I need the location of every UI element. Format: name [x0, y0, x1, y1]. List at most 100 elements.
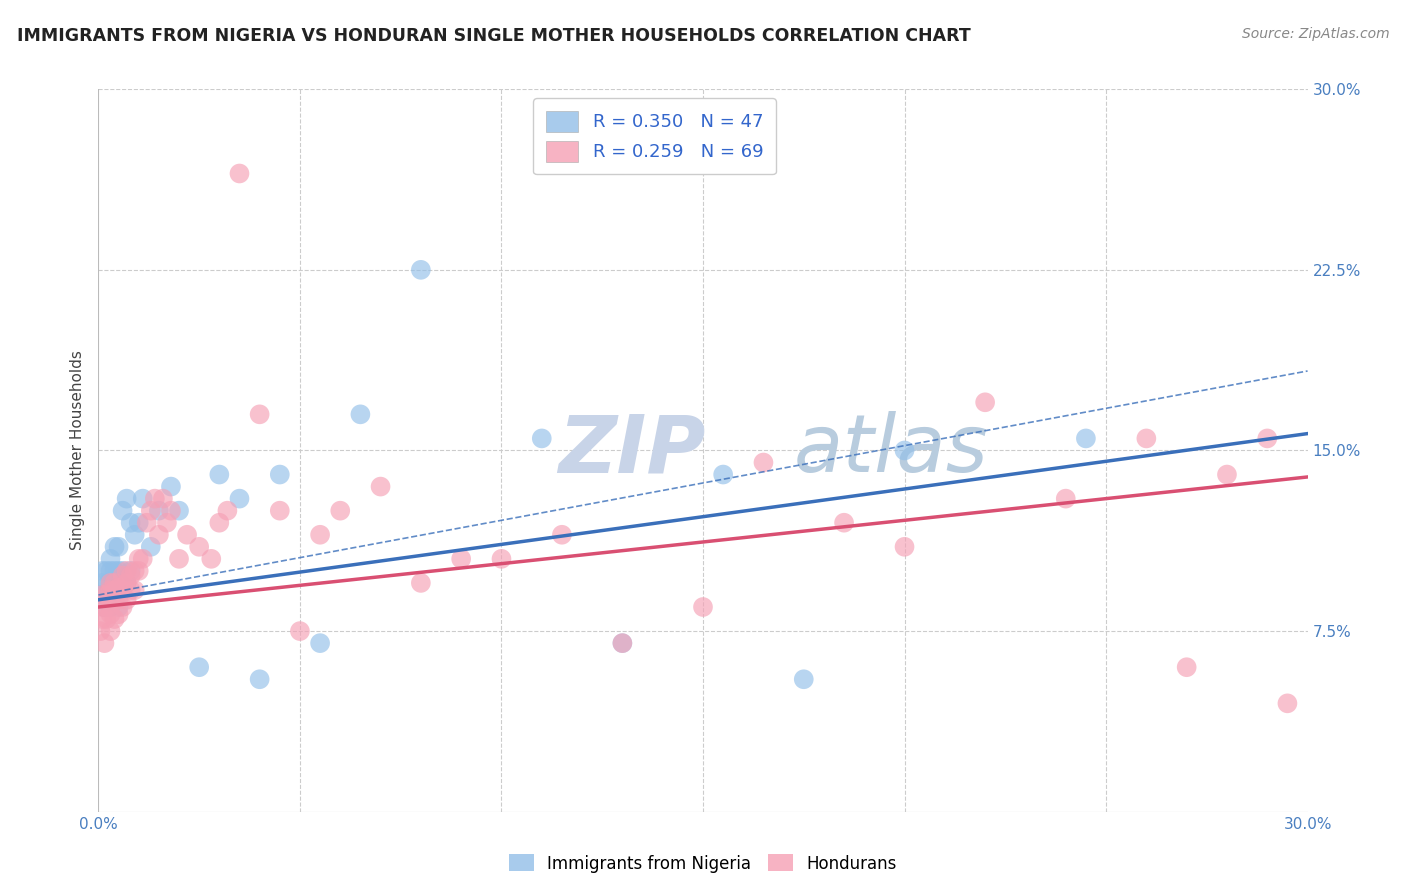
Point — [93, 599, 115, 614]
Point — [107, 581, 129, 595]
Text: ZIP: ZIP — [558, 411, 706, 490]
Point — [409, 576, 432, 591]
Point — [329, 503, 352, 517]
Point — [96, 588, 118, 602]
Text: Source: ZipAtlas.com: Source: ZipAtlas.com — [1241, 27, 1389, 41]
Point — [91, 599, 114, 614]
Point — [128, 551, 150, 566]
Point — [107, 540, 129, 554]
Point — [111, 568, 134, 582]
Point — [100, 564, 122, 578]
Point — [103, 612, 125, 626]
Point — [128, 516, 150, 530]
Point — [120, 583, 142, 598]
Point — [100, 551, 122, 566]
Point — [100, 624, 122, 639]
Point — [1256, 431, 1278, 445]
Point — [107, 576, 129, 591]
Text: IMMIGRANTS FROM NIGERIA VS HONDURAN SINGLE MOTHER HOUSEHOLDS CORRELATION CHART: IMMIGRANTS FROM NIGERIA VS HONDURAN SING… — [17, 27, 970, 45]
Point — [132, 491, 155, 506]
Point — [208, 467, 231, 482]
Point — [228, 491, 250, 506]
Point — [1135, 431, 1157, 445]
Point — [103, 564, 125, 578]
Point — [1175, 660, 1198, 674]
Point — [832, 516, 855, 530]
Point — [612, 636, 634, 650]
Point — [409, 262, 432, 277]
Point — [612, 636, 634, 650]
Point — [711, 467, 734, 482]
Point — [103, 540, 125, 554]
Point — [974, 395, 997, 409]
Point — [1216, 467, 1239, 482]
Point — [148, 503, 170, 517]
Point — [103, 576, 125, 591]
Point — [115, 564, 138, 578]
Point — [288, 624, 311, 639]
Point — [752, 455, 775, 469]
Point — [200, 551, 222, 566]
Point — [217, 503, 239, 517]
Point — [89, 624, 111, 639]
Point — [96, 612, 118, 626]
Point — [152, 491, 174, 506]
Point — [309, 636, 332, 650]
Point — [893, 540, 915, 554]
Point — [188, 660, 211, 674]
Point — [89, 588, 111, 602]
Point — [107, 599, 129, 614]
Point — [91, 564, 114, 578]
Point — [228, 166, 250, 180]
Point — [96, 564, 118, 578]
Point — [96, 588, 118, 602]
Point — [208, 516, 231, 530]
Point — [91, 576, 114, 591]
Point — [115, 576, 138, 591]
Point — [111, 503, 134, 517]
Point — [115, 491, 138, 506]
Point — [120, 564, 142, 578]
Point — [167, 503, 190, 517]
Point — [111, 583, 134, 598]
Point — [139, 540, 162, 554]
Point — [156, 516, 179, 530]
Point — [148, 527, 170, 541]
Point — [120, 516, 142, 530]
Point — [100, 607, 122, 622]
Point — [309, 527, 332, 541]
Point — [692, 599, 714, 614]
Point — [249, 673, 271, 687]
Point — [349, 407, 371, 421]
Point — [96, 599, 118, 614]
Point — [115, 576, 138, 591]
Point — [491, 551, 513, 566]
Point — [100, 599, 122, 614]
Point — [107, 564, 129, 578]
Legend: R = 0.350   N = 47, R = 0.259   N = 69: R = 0.350 N = 47, R = 0.259 N = 69 — [533, 98, 776, 174]
Point — [269, 503, 291, 517]
Point — [103, 576, 125, 591]
Point — [120, 568, 142, 582]
Point — [103, 583, 125, 598]
Point — [107, 607, 129, 622]
Point — [176, 527, 198, 541]
Point — [167, 551, 190, 566]
Legend: Immigrants from Nigeria, Hondurans: Immigrants from Nigeria, Hondurans — [502, 847, 904, 880]
Point — [128, 564, 150, 578]
Point — [143, 491, 166, 506]
Point — [111, 599, 134, 614]
Point — [100, 583, 122, 598]
Point — [269, 467, 291, 482]
Y-axis label: Single Mother Households: Single Mother Households — [69, 351, 84, 550]
Point — [111, 564, 134, 578]
Point — [100, 592, 122, 607]
Point — [1074, 431, 1097, 445]
Point — [91, 588, 114, 602]
Point — [103, 592, 125, 607]
Point — [124, 564, 146, 578]
Point — [370, 480, 392, 494]
Point — [103, 588, 125, 602]
Point — [91, 612, 114, 626]
Point — [1054, 491, 1077, 506]
